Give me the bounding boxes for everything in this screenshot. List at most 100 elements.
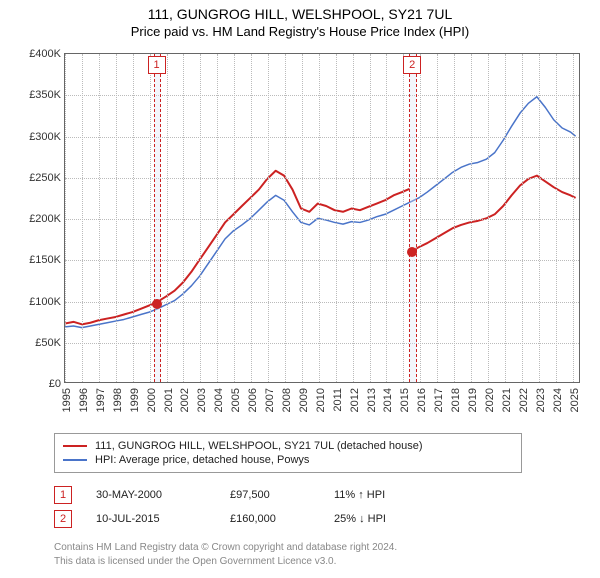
- x-gridline: [403, 54, 404, 382]
- sale-marker: [407, 247, 417, 257]
- x-tick-label: 2020: [484, 388, 496, 412]
- x-gridline: [150, 54, 151, 382]
- x-gridline: [353, 54, 354, 382]
- y-tick-label: £0: [49, 378, 61, 390]
- x-gridline: [319, 54, 320, 382]
- y-gridline: [65, 302, 579, 303]
- x-tick-label: 2025: [569, 388, 581, 412]
- y-tick-label: £50K: [35, 337, 61, 349]
- legend-swatch: [63, 459, 87, 461]
- x-tick-label: 2005: [230, 388, 242, 412]
- x-tick-label: 2015: [399, 388, 411, 412]
- x-tick-label: 2021: [501, 388, 513, 412]
- x-gridline: [488, 54, 489, 382]
- y-gridline: [65, 343, 579, 344]
- y-gridline: [65, 219, 579, 220]
- x-gridline: [234, 54, 235, 382]
- y-gridline: [65, 260, 579, 261]
- x-tick-label: 1999: [129, 388, 141, 412]
- x-tick-label: 2013: [366, 388, 378, 412]
- legend-label: 111, GUNGROG HILL, WELSHPOOL, SY21 7UL (…: [95, 440, 423, 452]
- y-tick-label: £150K: [29, 254, 61, 266]
- x-tick-label: 2024: [552, 388, 564, 412]
- x-tick-label: 1996: [78, 388, 90, 412]
- license-line: Contains HM Land Registry data © Crown c…: [54, 541, 590, 555]
- series-hpi: [65, 97, 576, 328]
- event-marker: 2: [403, 56, 421, 74]
- license-text: Contains HM Land Registry data © Crown c…: [54, 541, 590, 568]
- y-tick-label: £250K: [29, 172, 61, 184]
- x-tick-label: 2023: [535, 388, 547, 412]
- x-gridline: [302, 54, 303, 382]
- plot-area: £0£50K£100K£150K£200K£250K£300K£350K£400…: [64, 53, 580, 383]
- x-gridline: [539, 54, 540, 382]
- x-gridline: [573, 54, 574, 382]
- x-gridline: [200, 54, 201, 382]
- x-gridline: [82, 54, 83, 382]
- y-tick-label: £350K: [29, 89, 61, 101]
- x-tick-label: 2002: [179, 388, 191, 412]
- x-gridline: [133, 54, 134, 382]
- x-tick-label: 2003: [196, 388, 208, 412]
- event-marker: 1: [148, 56, 166, 74]
- x-gridline: [471, 54, 472, 382]
- x-gridline: [167, 54, 168, 382]
- x-gridline: [116, 54, 117, 382]
- x-gridline: [251, 54, 252, 382]
- sale-marker: [152, 299, 162, 309]
- x-gridline: [454, 54, 455, 382]
- x-tick-label: 2010: [315, 388, 327, 412]
- page-subtitle: Price paid vs. HM Land Registry's House …: [10, 24, 590, 39]
- x-tick-label: 2004: [213, 388, 225, 412]
- x-tick-label: 2011: [332, 388, 344, 412]
- x-gridline: [217, 54, 218, 382]
- x-tick-label: 2014: [382, 388, 394, 412]
- x-tick-label: 1995: [61, 388, 73, 412]
- legend-label: HPI: Average price, detached house, Powy…: [95, 454, 309, 466]
- event-date: 30-MAY-2000: [96, 489, 206, 501]
- event-band: [409, 54, 417, 382]
- x-tick-label: 2008: [281, 388, 293, 412]
- x-tick-label: 2022: [518, 388, 530, 412]
- series-price_paid: [411, 176, 575, 252]
- x-tick-label: 2007: [264, 388, 276, 412]
- event-id-box: 1: [54, 486, 72, 504]
- y-tick-label: £400K: [29, 48, 61, 60]
- event-delta: 11% ↑ HPI: [334, 489, 424, 501]
- x-tick-label: 2006: [247, 388, 259, 412]
- x-gridline: [522, 54, 523, 382]
- x-gridline: [370, 54, 371, 382]
- chart: £0£50K£100K£150K£200K£250K£300K£350K£400…: [20, 45, 580, 425]
- event-id-box: 2: [54, 510, 72, 528]
- x-gridline: [437, 54, 438, 382]
- legend-item: 111, GUNGROG HILL, WELSHPOOL, SY21 7UL (…: [63, 439, 513, 453]
- legend-item: HPI: Average price, detached house, Powy…: [63, 453, 513, 467]
- x-tick-label: 2019: [467, 388, 479, 412]
- event-price: £160,000: [230, 513, 310, 525]
- x-gridline: [420, 54, 421, 382]
- page-title: 111, GUNGROG HILL, WELSHPOOL, SY21 7UL: [10, 6, 590, 22]
- events-row: 2 10-JUL-2015 £160,000 25% ↓ HPI: [54, 507, 590, 531]
- x-gridline: [268, 54, 269, 382]
- event-date: 10-JUL-2015: [96, 513, 206, 525]
- x-gridline: [183, 54, 184, 382]
- event-delta: 25% ↓ HPI: [334, 513, 424, 525]
- x-tick-label: 2001: [163, 388, 175, 412]
- x-tick-label: 2016: [416, 388, 428, 412]
- x-tick-label: 1998: [112, 388, 124, 412]
- x-tick-label: 2017: [433, 388, 445, 412]
- legend-swatch: [63, 445, 87, 447]
- y-tick-label: £100K: [29, 296, 61, 308]
- events-row: 1 30-MAY-2000 £97,500 11% ↑ HPI: [54, 483, 590, 507]
- y-tick-label: £300K: [29, 131, 61, 143]
- event-band: [154, 54, 162, 382]
- x-tick-label: 2012: [349, 388, 361, 412]
- x-gridline: [99, 54, 100, 382]
- x-gridline: [336, 54, 337, 382]
- legend: 111, GUNGROG HILL, WELSHPOOL, SY21 7UL (…: [54, 433, 522, 473]
- x-gridline: [556, 54, 557, 382]
- event-price: £97,500: [230, 489, 310, 501]
- x-tick-label: 2018: [450, 388, 462, 412]
- x-tick-label: 2000: [146, 388, 158, 412]
- x-gridline: [386, 54, 387, 382]
